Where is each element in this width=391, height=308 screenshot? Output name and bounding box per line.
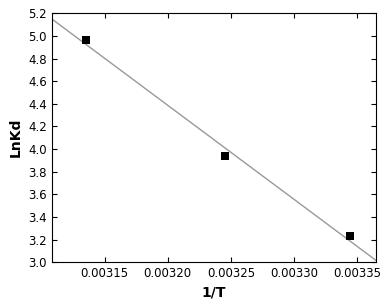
Y-axis label: LnKd: LnKd <box>8 118 22 157</box>
X-axis label: 1/T: 1/T <box>202 286 226 300</box>
Point <box>222 154 228 159</box>
Point <box>83 38 89 43</box>
Point <box>347 234 353 239</box>
